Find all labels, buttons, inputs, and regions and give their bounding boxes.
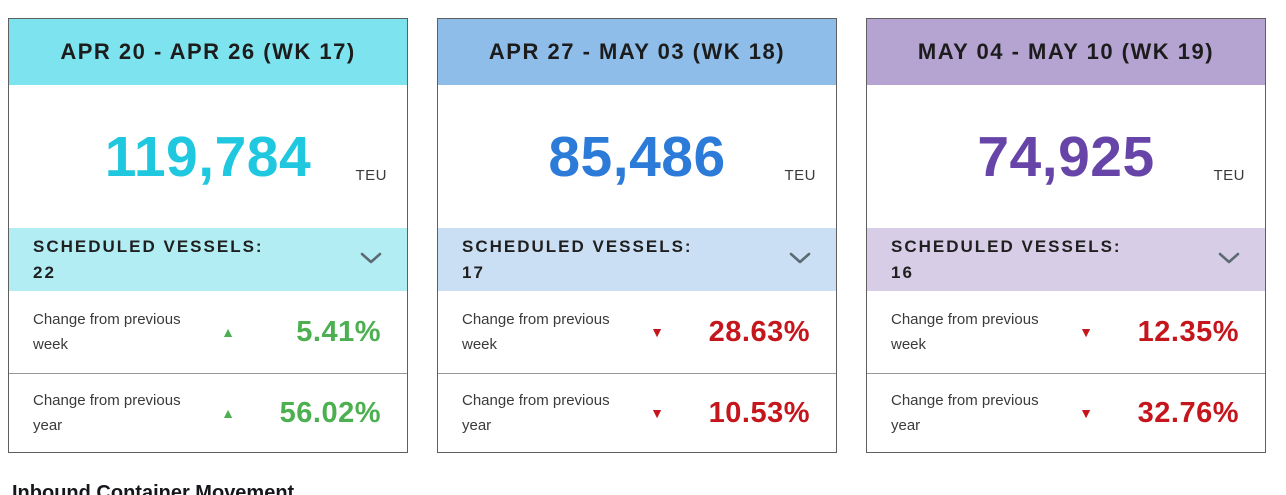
trend-down-icon: ▼ — [650, 405, 664, 421]
trend-up-icon: ▲ — [221, 324, 235, 340]
scheduled-vessels-toggle[interactable]: SCHEDULED VESSELS: 22 — [9, 228, 407, 291]
week-date-range: MAY 04 - MAY 10 (WK 19) — [917, 39, 1215, 64]
teu-value: 119,784 — [104, 124, 312, 189]
trend-up-icon: ▲ — [221, 405, 235, 421]
week-card-wk18: APR 27 - MAY 03 (WK 18) 85,486 TEU SCHED… — [437, 18, 837, 453]
chevron-down-icon[interactable] — [1217, 250, 1241, 266]
scheduled-vessels-count: 17 — [462, 263, 485, 282]
scheduled-vessels-label: SCHEDULED VESSELS: — [891, 237, 1122, 256]
scheduled-vessels-label: SCHEDULED VESSELS: — [462, 237, 693, 256]
change-year-row: Change from previous year ▼ 10.53% — [438, 373, 836, 452]
change-week-row: Change from previous week ▼ 12.35% — [867, 291, 1265, 373]
week-date-range: APR 27 - MAY 03 (WK 18) — [488, 39, 786, 64]
teu-value: 74,925 — [977, 124, 1155, 189]
week-card-header: MAY 04 - MAY 10 (WK 19) — [867, 19, 1265, 85]
change-week-row: Change from previous week ▼ 28.63% — [438, 291, 836, 373]
scheduled-vessels-toggle[interactable]: SCHEDULED VESSELS: 17 — [438, 228, 836, 291]
change-year-row: Change from previous year ▼ 32.76% — [867, 373, 1265, 452]
week-card-wk17: APR 20 - APR 26 (WK 17) 119,784 TEU SCHE… — [8, 18, 408, 453]
teu-unit-label: TEU — [1213, 167, 1245, 184]
teu-unit-label: TEU — [784, 167, 816, 184]
change-week-value: 28.63% — [708, 315, 810, 348]
scheduled-vessels-toggle[interactable]: SCHEDULED VESSELS: 16 — [867, 228, 1265, 291]
change-week-row: Change from previous week ▲ 5.41% — [9, 291, 407, 373]
trend-down-icon: ▼ — [650, 324, 664, 340]
change-week-value: 12.35% — [1137, 315, 1239, 348]
change-week-label: Change from previous week — [462, 311, 610, 353]
change-year-value: 56.02% — [279, 396, 381, 429]
teu-section: 119,784 TEU — [9, 85, 407, 228]
change-year-row: Change from previous year ▲ 56.02% — [9, 373, 407, 452]
chevron-down-icon[interactable] — [359, 250, 383, 266]
scheduled-vessels-label: SCHEDULED VESSELS: — [33, 237, 264, 256]
trend-down-icon: ▼ — [1079, 405, 1093, 421]
change-week-label: Change from previous week — [891, 311, 1039, 353]
change-week-value: 5.41% — [296, 315, 381, 348]
section-heading-clipped: Inbound Container Movement — [12, 482, 295, 495]
change-year-value: 32.76% — [1137, 396, 1239, 429]
change-year-label: Change from previous year — [891, 392, 1039, 434]
teu-unit-label: TEU — [355, 167, 387, 184]
teu-section: 85,486 TEU — [438, 85, 836, 228]
scheduled-vessels-count: 16 — [891, 263, 914, 282]
change-year-label: Change from previous year — [33, 392, 181, 434]
week-card-header: APR 27 - MAY 03 (WK 18) — [438, 19, 836, 85]
week-date-range: APR 20 - APR 26 (WK 17) — [60, 39, 356, 64]
week-card-wk19: MAY 04 - MAY 10 (WK 19) 74,925 TEU SCHED… — [866, 18, 1266, 453]
trend-down-icon: ▼ — [1079, 324, 1093, 340]
teu-value: 85,486 — [548, 124, 726, 189]
change-week-label: Change from previous week — [33, 311, 181, 353]
week-card-header: APR 20 - APR 26 (WK 17) — [9, 19, 407, 85]
change-year-label: Change from previous year — [462, 392, 610, 434]
chevron-down-icon[interactable] — [788, 250, 812, 266]
teu-section: 74,925 TEU — [867, 85, 1265, 228]
change-year-value: 10.53% — [708, 396, 810, 429]
scheduled-vessels-count: 22 — [33, 263, 56, 282]
